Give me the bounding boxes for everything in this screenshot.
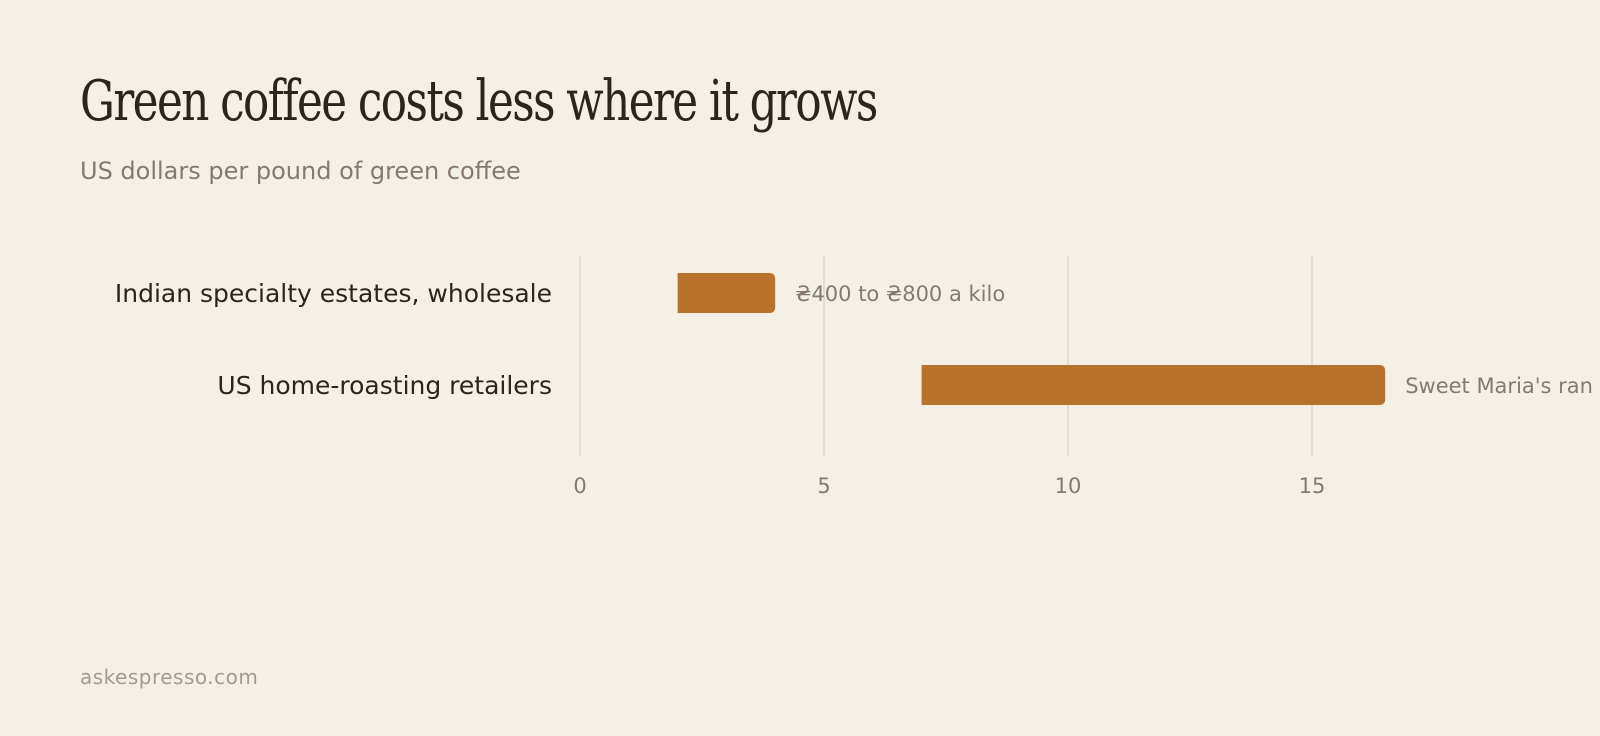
category-labels: Indian specialty estates, wholesale US ho…	[115, 279, 552, 400]
x-tick-label: 15	[1299, 474, 1326, 498]
bar-annotation: ₴400 to ₴800 a kilo	[795, 282, 1005, 306]
source-footer: askespresso.com	[80, 665, 259, 689]
bar-annotation: Sweet Maria's ran	[1405, 374, 1593, 398]
range-bar	[921, 365, 1386, 405]
x-tick-label: 10	[1055, 474, 1082, 498]
category-label: Indian specialty estates, wholesale	[115, 279, 552, 308]
bars	[677, 273, 1386, 405]
x-axis-ticks: 0 5 10 15	[573, 474, 1325, 498]
x-tick-label: 5	[817, 474, 830, 498]
grid-lines	[579, 256, 1313, 456]
value-annotations: ₴400 to ₴800 a kilo Sweet Maria's ran	[795, 282, 1593, 398]
category-label: US home-roasting retailers	[217, 371, 552, 400]
chart-title: Green coffee costs less where it grows	[80, 69, 878, 134]
chart-subtitle: US dollars per pound of green coffee	[80, 157, 521, 185]
x-tick-label: 0	[573, 474, 586, 498]
range-bar	[677, 273, 776, 313]
